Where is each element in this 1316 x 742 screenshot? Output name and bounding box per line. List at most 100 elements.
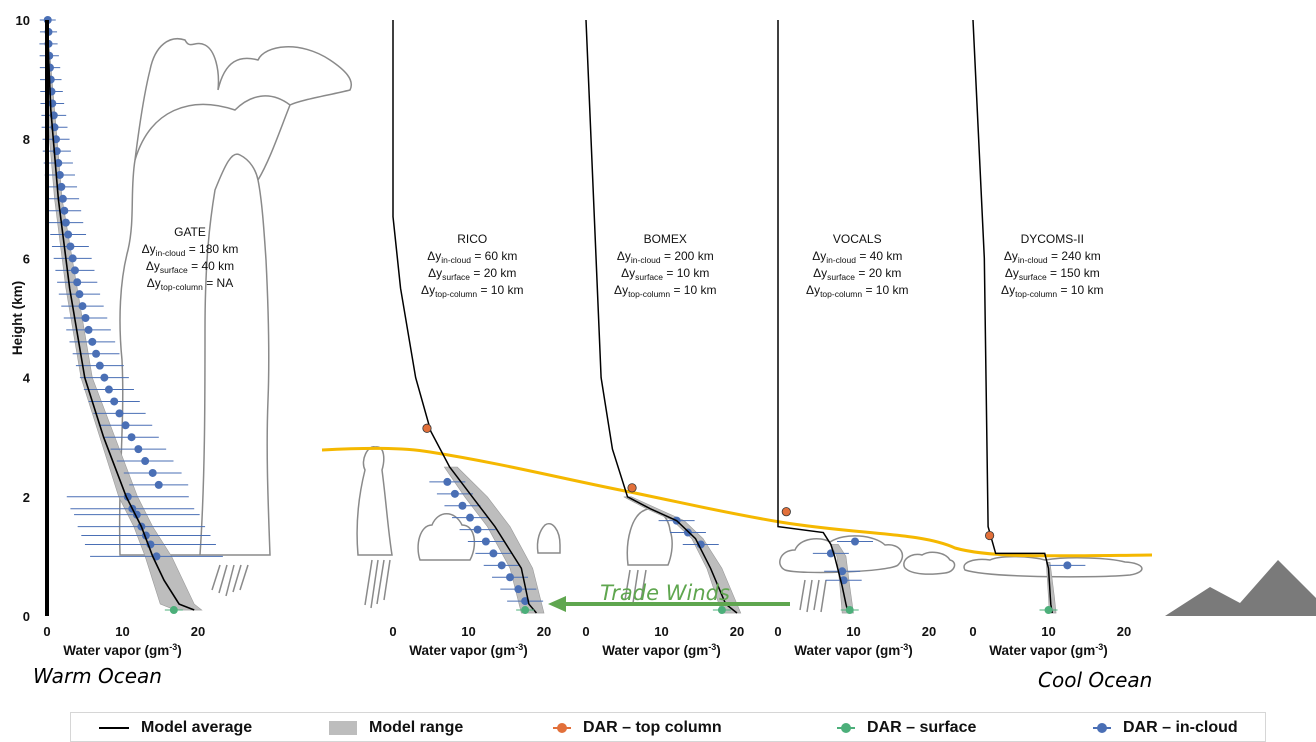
subscript: top-column — [1015, 289, 1057, 299]
in-cloud-point — [92, 349, 101, 358]
legend-label: Model average — [141, 719, 253, 736]
x-tick-label: 10 — [1041, 624, 1055, 639]
y-axis: 0 2 4 6 8 10 Height (km) — [10, 13, 49, 624]
dar-surface-symbol — [837, 721, 855, 735]
in-cloud-point — [95, 361, 104, 370]
x-tick-label: 20 — [1117, 624, 1131, 639]
vocals-rain-icon — [799, 579, 827, 613]
model-average-line — [46, 19, 195, 611]
in-cloud-point — [57, 182, 66, 191]
resolution-in-cloud: Δyin-cloud = 180 km — [142, 242, 239, 258]
delta-y: Δy — [147, 276, 161, 290]
resolution-top-column: Δytop-column = 10 km — [421, 283, 523, 299]
dar-top-column-symbol — [553, 721, 571, 735]
resolution-in-cloud: Δyin-cloud = 40 km — [812, 249, 902, 265]
delta-y: Δy — [428, 266, 442, 280]
legend-label: DAR – top column — [583, 719, 722, 736]
in-cloud-point — [84, 325, 93, 334]
value: = 10 km — [477, 283, 523, 297]
in-cloud-point — [683, 528, 692, 537]
in-cloud-point — [68, 254, 77, 263]
x-tick-label: 0 — [43, 624, 50, 639]
bomex-rain-icon — [624, 569, 647, 604]
subscript: surface — [160, 265, 188, 275]
rico-small-cloud-2 — [536, 523, 561, 554]
legend-label: DAR – in-cloud — [1123, 719, 1238, 736]
legend: Model average Model range DAR – top colu… — [70, 712, 1266, 742]
legend-dar-surface: DAR – surface — [837, 718, 976, 738]
x-axis-label-exponent: -3 — [708, 642, 716, 652]
resolution-in-cloud: Δyin-cloud = 200 km — [617, 249, 714, 265]
subscript: top-column — [435, 289, 477, 299]
gate-rain-icon — [211, 564, 249, 597]
x-tick-label: 20 — [537, 624, 551, 639]
legend-model-average: Model average — [99, 718, 252, 738]
in-cloud-point — [127, 433, 136, 442]
value: = 10 km — [663, 266, 709, 280]
in-cloud-point — [104, 385, 113, 394]
in-cloud-point — [148, 468, 157, 477]
resolution-top-column: Δytop-column = 10 km — [1001, 283, 1103, 299]
in-cloud-point — [121, 421, 130, 430]
experiment-name: GATE — [174, 225, 206, 239]
inversion-line — [321, 446, 1153, 558]
dycoms-cloud-outline — [963, 555, 1143, 578]
subscript: in-cloud — [441, 255, 471, 265]
subscript: surface — [1019, 272, 1047, 282]
in-cloud-point — [473, 525, 482, 534]
in-cloud-point — [64, 230, 73, 239]
x-tick-label: 10 — [115, 624, 129, 639]
in-cloud-point — [58, 194, 67, 203]
rico-cloud-outline — [356, 446, 393, 556]
in-cloud-point — [134, 445, 143, 454]
x-tick-label: 0 — [389, 624, 396, 639]
x-tick-label: 10 — [461, 624, 475, 639]
legend-model-range: Model range — [329, 718, 463, 738]
rico-small-cloud-1 — [417, 513, 476, 561]
resolution-in-cloud: Δyin-cloud = 240 km — [1004, 249, 1101, 265]
x-axis-label: Water vapor (gm-3) — [794, 642, 913, 658]
delta-y: Δy — [421, 283, 435, 297]
subscript: in-cloud — [826, 255, 856, 265]
subscript: surface — [827, 272, 855, 282]
x-axis-label-exponent: -3 — [169, 642, 177, 652]
x-axis-label: Water vapor (gm-3) — [409, 642, 528, 658]
resolution-surface: Δysurface = 20 km — [813, 266, 901, 282]
in-cloud-point — [78, 302, 87, 311]
y-tick-label: 8 — [23, 132, 30, 147]
x-axis-label-close: ) — [177, 643, 182, 658]
top-column-point — [985, 530, 995, 541]
x-axis-label: Water vapor (gm-3) — [989, 642, 1108, 658]
value: = 20 km — [470, 266, 516, 280]
delta-y: Δy — [813, 266, 827, 280]
delta-y: Δy — [1001, 283, 1015, 297]
in-cloud-point — [141, 457, 150, 466]
delta-y: Δy — [1004, 249, 1018, 263]
x-tick-label: 0 — [774, 624, 781, 639]
experiment-name: DYCOMS-II — [1021, 232, 1084, 246]
trade-winds-head — [548, 596, 566, 612]
surface-point — [717, 606, 726, 615]
resolution-surface: Δysurface = 150 km — [1005, 266, 1100, 282]
model-average-symbol — [99, 727, 129, 729]
delta-y: Δy — [142, 242, 156, 256]
in-cloud-point — [851, 537, 860, 546]
x-axis-label-close: ) — [908, 643, 913, 658]
gate-cloud-top — [134, 95, 291, 161]
model-average-line — [972, 19, 1054, 614]
in-cloud-point — [54, 159, 63, 168]
rico-rain-icon — [364, 559, 391, 609]
x-axis-label: Water vapor (gm-3) — [602, 642, 721, 658]
delta-y: Δy — [621, 266, 635, 280]
dar-in-cloud-symbol — [1093, 721, 1111, 735]
subscript: top-column — [820, 289, 862, 299]
delta-y: Δy — [614, 283, 628, 297]
surface-point — [521, 606, 530, 615]
delta-y: Δy — [146, 259, 160, 273]
y-axis-label: Height (km) — [10, 281, 25, 355]
